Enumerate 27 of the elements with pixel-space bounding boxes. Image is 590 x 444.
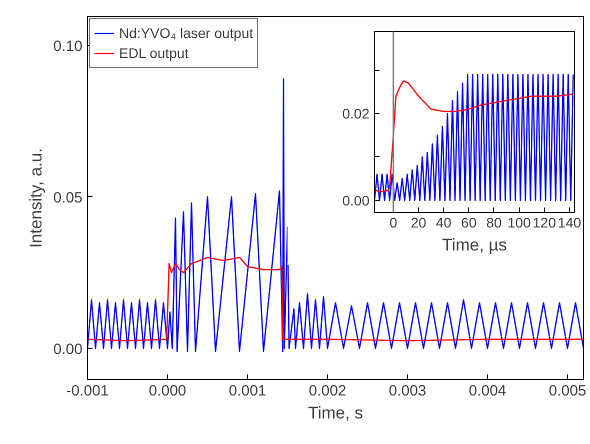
y-tick-label: 0.10 (53, 38, 83, 56)
y-tick-label: 0.05 (53, 189, 83, 206)
legend-label: Nd:YVO₄ laser output (119, 25, 254, 41)
x-tick-label: 0.000 (148, 382, 186, 400)
x-tick-label: 100 (507, 214, 532, 230)
x-tick-label: 20 (410, 214, 427, 230)
x-tick-label: 60 (461, 214, 477, 230)
x-tick-label: 120 (532, 214, 556, 230)
x-axis-title: Time, µs (442, 236, 507, 254)
x-tick-label: 140 (558, 214, 582, 230)
x-tick-label: 0.004 (468, 382, 506, 400)
y-axis-title: Intensity, a.u. (26, 148, 46, 248)
y-tick-label: 0.02 (342, 106, 370, 122)
y-tick-label: 0.00 (53, 340, 83, 358)
x-axis-title: Time, s (308, 404, 364, 422)
x-tick-label: 0.005 (548, 382, 586, 400)
legend-label: EDL output (119, 45, 189, 61)
x-tick-label: -0.001 (66, 382, 109, 400)
x-tick-label: 0.003 (388, 382, 426, 400)
y-tick-label: 0.00 (342, 192, 370, 208)
x-tick-label: 0.001 (228, 382, 266, 400)
line-series (88, 256, 584, 342)
line-series (88, 78, 584, 352)
x-tick-label: 80 (486, 214, 502, 230)
x-tick-label: 0 (389, 214, 398, 230)
x-tick-label: 40 (436, 214, 452, 230)
x-tick-label: 0.002 (308, 382, 346, 400)
